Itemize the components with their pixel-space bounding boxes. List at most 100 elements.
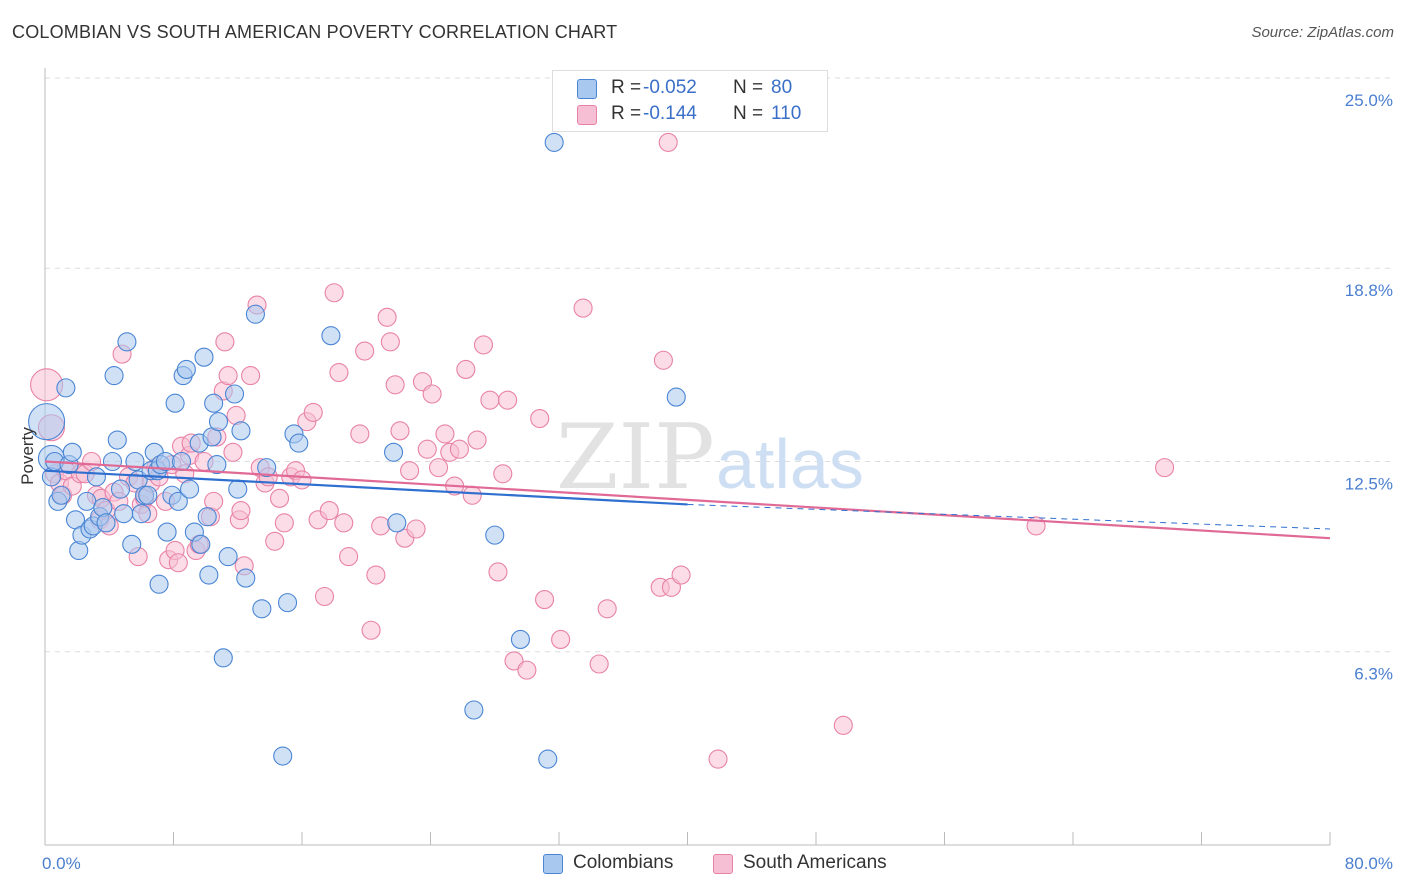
legend-r-value: -0.052 <box>643 77 697 98</box>
south-americans-point <box>265 531 285 551</box>
colombians-point <box>86 467 106 487</box>
legend: R = -0.052 N = 80 R = -0.144 N = 110 <box>552 70 828 132</box>
colombians-point <box>28 403 66 441</box>
south-americans-point <box>168 553 188 573</box>
colombians-point <box>194 347 214 367</box>
bottom-legend-label: Colombians <box>573 852 674 873</box>
colombians-point <box>666 387 686 407</box>
bottom-legend-label: South Americans <box>743 852 887 873</box>
south-americans-point <box>435 424 455 444</box>
legend-swatch-south-americans <box>577 105 597 125</box>
colombians-point <box>207 455 227 475</box>
south-americans-point <box>517 660 537 680</box>
south-americans-point <box>406 519 426 539</box>
colombians-point <box>236 568 256 588</box>
colombians-point <box>197 507 217 527</box>
colombians-point <box>464 700 484 720</box>
y-tick-label: 6.3% <box>1354 665 1393 684</box>
south-americans-trend-line <box>44 460 1331 540</box>
south-americans-point <box>671 565 691 585</box>
south-americans-point <box>350 424 370 444</box>
south-americans-point <box>361 620 381 640</box>
colombians-point <box>204 393 224 413</box>
south-americans-point <box>334 513 354 533</box>
south-americans-point <box>385 375 405 395</box>
south-americans-point <box>488 562 508 582</box>
colombians-point <box>208 412 229 432</box>
colombians-point <box>510 629 531 649</box>
south-americans-point <box>422 384 442 404</box>
south-americans-point <box>366 565 386 585</box>
colombians-point <box>93 497 113 518</box>
colombians-point <box>180 479 200 499</box>
colombians-point <box>218 547 238 567</box>
south-americans-point <box>355 341 375 361</box>
chart-title: COLOMBIAN VS SOUTH AMERICAN POVERTY CORR… <box>12 22 618 42</box>
south-americans-point <box>573 298 593 318</box>
colombians-point <box>56 378 76 398</box>
colombians-point <box>77 491 97 511</box>
south-americans-point <box>329 362 349 383</box>
colombians-trend-line-extension <box>687 503 1331 530</box>
colombians-point <box>224 384 245 404</box>
colombians-point <box>252 599 272 619</box>
trend-lines <box>44 460 1331 540</box>
south-americans-point <box>269 488 290 508</box>
south-americans-point <box>504 651 524 671</box>
south-americans-point <box>493 464 513 484</box>
y-axis-title: Poverty <box>18 427 37 485</box>
colombians-point <box>69 540 89 561</box>
south-americans-point <box>462 485 482 505</box>
south-americans-point <box>319 501 339 521</box>
south-americans-point <box>551 629 571 649</box>
south-americans-point <box>417 439 437 459</box>
legend-r-label: R = <box>611 77 642 98</box>
south-americans-point <box>473 335 494 355</box>
tick-labels: 6.3% 12.5% 18.8% 25.0% 0.0% 80.0% <box>42 91 1393 873</box>
south-americans-point <box>708 749 728 769</box>
colombians-point <box>538 749 558 769</box>
y-tick-label: 25.0% <box>1345 91 1393 110</box>
colombians-point <box>199 565 219 585</box>
legend-n-value: 80 <box>771 77 793 98</box>
south-americans-point <box>274 513 294 533</box>
south-americans-point <box>597 599 617 619</box>
colombians-point <box>131 504 151 524</box>
south-americans-point <box>467 430 487 450</box>
south-americans-point <box>377 307 397 327</box>
colombians-point <box>245 304 265 324</box>
colombians-point <box>104 366 124 386</box>
colombians-point <box>289 433 309 453</box>
colombians-point <box>168 491 188 511</box>
south-americans-point <box>400 461 420 481</box>
colombians-point <box>102 451 123 472</box>
x-tick-label: 80.0% <box>1345 854 1393 873</box>
south-americans-point <box>498 390 518 410</box>
colombians-point <box>165 393 185 413</box>
bottom-swatch-south-americans <box>713 854 733 874</box>
south-americans-point <box>223 442 243 462</box>
south-americans-point <box>241 366 261 386</box>
legend-r-label: R = <box>611 103 642 124</box>
colombians-point <box>114 504 134 524</box>
south-americans-point <box>218 366 238 386</box>
colombians-point <box>387 513 407 533</box>
south-americans-point <box>534 590 555 610</box>
colombians-point <box>277 593 298 613</box>
colombians-point <box>62 442 82 462</box>
x-tick-label: 0.0% <box>42 854 81 873</box>
south-americans-point <box>292 470 312 490</box>
colombians-point <box>228 479 248 499</box>
south-americans-point <box>456 359 476 380</box>
south-americans-point <box>589 654 609 674</box>
colombians-point <box>231 421 251 441</box>
y-tick-label: 12.5% <box>1345 475 1393 494</box>
colombians-point <box>51 485 71 505</box>
south-americans-point <box>380 332 400 352</box>
colombians-point <box>171 451 192 472</box>
colombians-point <box>110 479 131 499</box>
source-credit: Source: ZipAtlas.com <box>1251 24 1394 41</box>
south-americans-point <box>314 586 335 607</box>
south-americans-point <box>1155 458 1175 478</box>
colombians-point <box>485 525 505 545</box>
